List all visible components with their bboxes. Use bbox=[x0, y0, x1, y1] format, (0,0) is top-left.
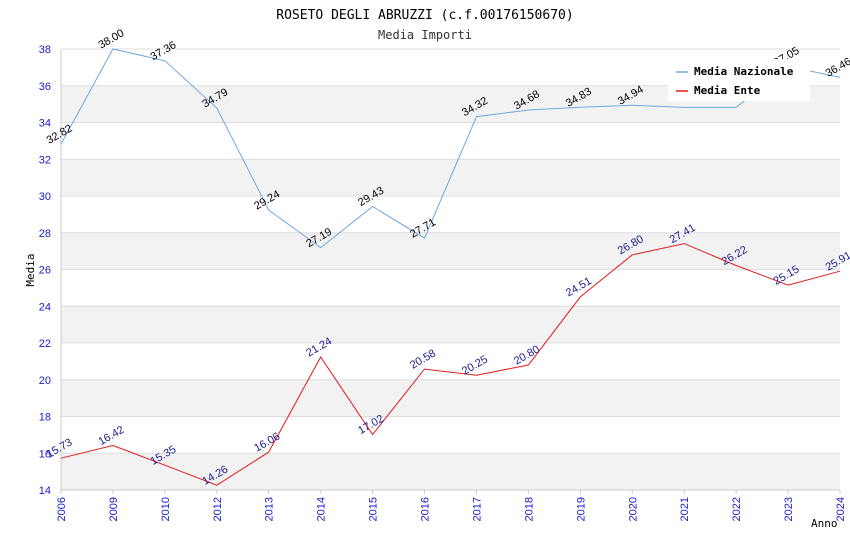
grid-band bbox=[61, 379, 840, 417]
x-tick-labels: 2006 2009 2010 2012 2013 2014 2015 2016 2017 2018… bbox=[56, 490, 847, 521]
chart-subtitle: Media Importi bbox=[378, 28, 472, 42]
x-tick-label: 2015 bbox=[368, 497, 380, 521]
x-tick-label: 2019 bbox=[575, 497, 587, 521]
y-tick-label: 24 bbox=[39, 301, 51, 313]
legend-label-media-ente: Media Ente bbox=[694, 84, 761, 97]
data-label: 38.00 bbox=[97, 27, 127, 51]
grid-band bbox=[61, 343, 840, 380]
y-tick-label: 32 bbox=[39, 154, 51, 166]
x-tick-label: 2013 bbox=[264, 497, 276, 521]
y-tick-label: 34 bbox=[39, 118, 51, 130]
legend: Media Nazionale Media Ente bbox=[668, 59, 810, 101]
x-tick-label: 2021 bbox=[679, 497, 691, 521]
legend-label-media-nazionale: Media Nazionale bbox=[694, 65, 794, 78]
background-bands bbox=[61, 49, 840, 490]
y-tick-label: 16 bbox=[39, 448, 51, 460]
x-tick-label: 2010 bbox=[160, 497, 172, 521]
y-tick-label: 22 bbox=[39, 338, 51, 350]
grid-band bbox=[61, 196, 840, 233]
y-tick-label: 18 bbox=[39, 412, 51, 424]
y-tick-label: 36 bbox=[39, 81, 51, 93]
x-axis-label: Anno bbox=[811, 517, 838, 530]
grid-band bbox=[61, 269, 840, 307]
grid-band bbox=[61, 232, 840, 270]
y-tick-label: 30 bbox=[39, 191, 51, 203]
series-line-media-ente bbox=[60, 243, 841, 486]
grid-band bbox=[61, 416, 840, 454]
y-tick-label: 20 bbox=[39, 375, 51, 387]
grid-band bbox=[61, 122, 840, 160]
x-tick-label: 2024 bbox=[835, 497, 847, 521]
x-tick-label: 2022 bbox=[731, 497, 743, 521]
x-tick-label: 2009 bbox=[108, 497, 120, 521]
legend-box bbox=[668, 59, 810, 101]
y-tick-label: 14 bbox=[39, 485, 51, 497]
y-axis-label: Media bbox=[24, 253, 37, 286]
x-tick-label: 2014 bbox=[316, 497, 328, 521]
y-tick-label: 26 bbox=[39, 265, 51, 277]
x-tick-label: 2017 bbox=[471, 497, 483, 521]
x-tick-label: 2012 bbox=[212, 497, 224, 521]
x-tick-label: 2018 bbox=[523, 497, 535, 521]
y-tick-label: 38 bbox=[39, 44, 51, 56]
series-line-media-nazionale bbox=[60, 48, 841, 249]
x-tick-label: 2016 bbox=[420, 497, 432, 521]
x-tick-label: 2006 bbox=[56, 497, 68, 521]
y-tick-labels: 14 16 18 20 22 24 26 28 30 32 34 36 38 bbox=[39, 44, 51, 497]
y-tick-label: 28 bbox=[39, 228, 51, 240]
x-tick-label: 2023 bbox=[783, 497, 795, 521]
series-lines bbox=[60, 48, 841, 486]
chart-title: ROSETO DEGLI ABRUZZI (c.f.00176150670) bbox=[276, 8, 573, 23]
grid-band bbox=[61, 306, 840, 343]
grid-band bbox=[61, 453, 840, 490]
x-tick-label: 2020 bbox=[627, 497, 639, 521]
